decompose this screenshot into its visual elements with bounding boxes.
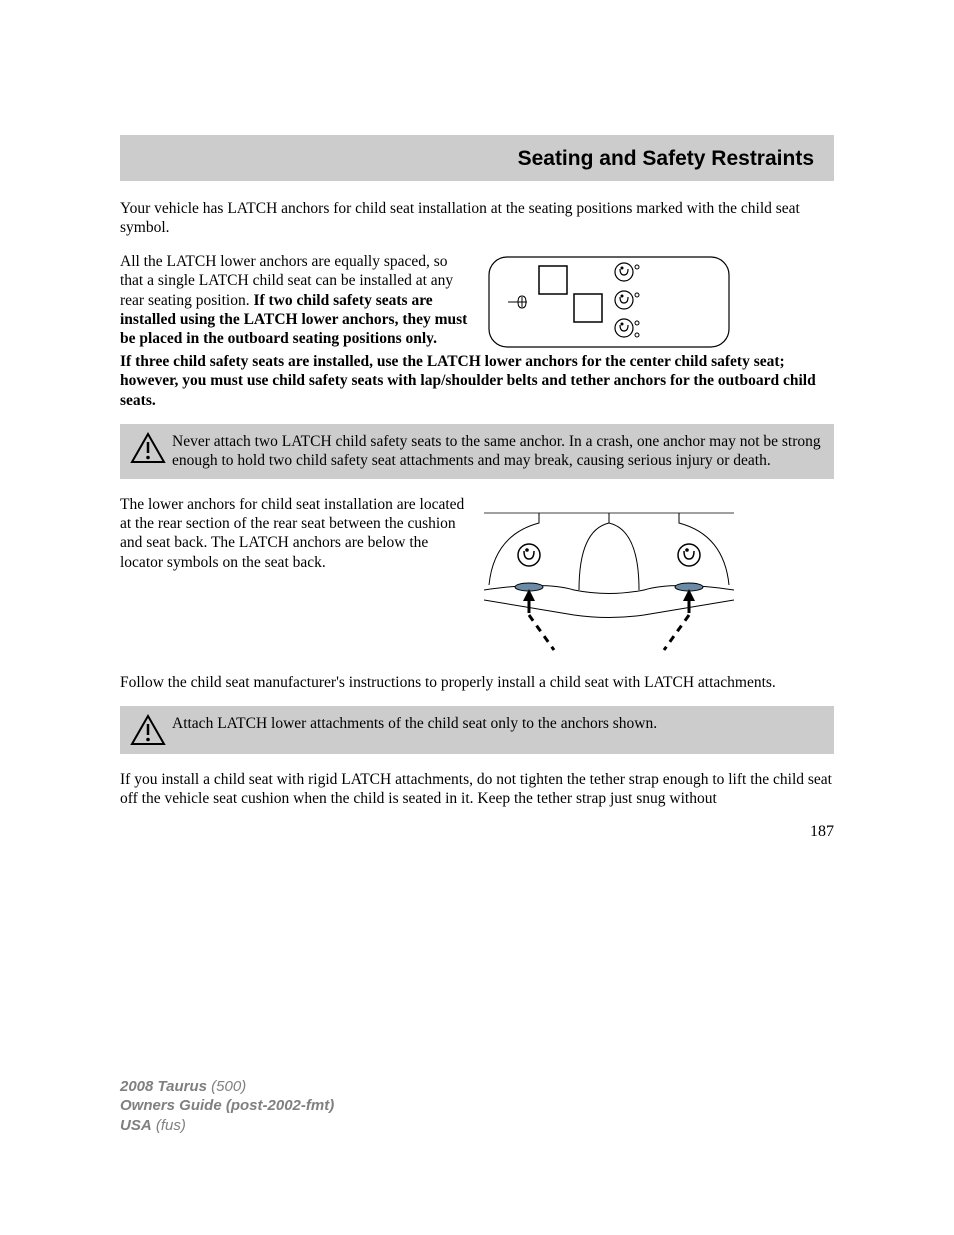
- footer-line-2: Owners Guide (post-2002-fmt): [120, 1096, 334, 1116]
- footer-line-3: USA (fus): [120, 1116, 334, 1136]
- warning-1-text: Never attach two LATCH child safety seat…: [172, 433, 821, 469]
- block-2-text: The lower anchors for child seat install…: [120, 495, 470, 573]
- page-content: Seating and Safety Restraints Your vehic…: [0, 0, 954, 841]
- block-1-text: All the LATCH lower anchors are equally …: [120, 252, 470, 349]
- footer-model-code: (500): [207, 1078, 246, 1095]
- warning-box-2: Attach LATCH lower attachments of the ch…: [120, 706, 834, 754]
- rigid-paragraph: If you install a child seat with rigid L…: [120, 770, 834, 809]
- warning-icon: [130, 432, 166, 464]
- intro-paragraph: Your vehicle has LATCH anchors for child…: [120, 199, 834, 238]
- warning-box-1: Never attach two LATCH child safety seat…: [120, 424, 834, 479]
- footer-line-1: 2008 Taurus (500): [120, 1077, 334, 1097]
- block-2-row: The lower anchors for child seat install…: [120, 495, 834, 655]
- footer-region-code: (fus): [152, 1117, 186, 1134]
- follow-paragraph: Follow the child seat manufacturer's ins…: [120, 673, 834, 692]
- warning-icon: [130, 714, 166, 746]
- anchor-location-svg: [484, 495, 734, 655]
- block-1-fullwidth-bold: If three child safety seats are installe…: [120, 352, 834, 410]
- section-header-bar: Seating and Safety Restraints: [120, 135, 834, 181]
- footer-region: USA: [120, 1117, 152, 1134]
- page-number: 187: [120, 823, 834, 841]
- seat-layout-svg: [484, 252, 734, 352]
- block-1-row: All the LATCH lower anchors are equally …: [120, 252, 834, 352]
- footer-model: 2008 Taurus: [120, 1078, 207, 1095]
- footer-block: 2008 Taurus (500) Owners Guide (post-200…: [120, 1077, 334, 1136]
- seat-layout-figure: [484, 252, 834, 352]
- warning-2-text: Attach LATCH lower attachments of the ch…: [172, 715, 657, 732]
- section-title: Seating and Safety Restraints: [140, 147, 814, 171]
- anchor-location-figure: [484, 495, 834, 655]
